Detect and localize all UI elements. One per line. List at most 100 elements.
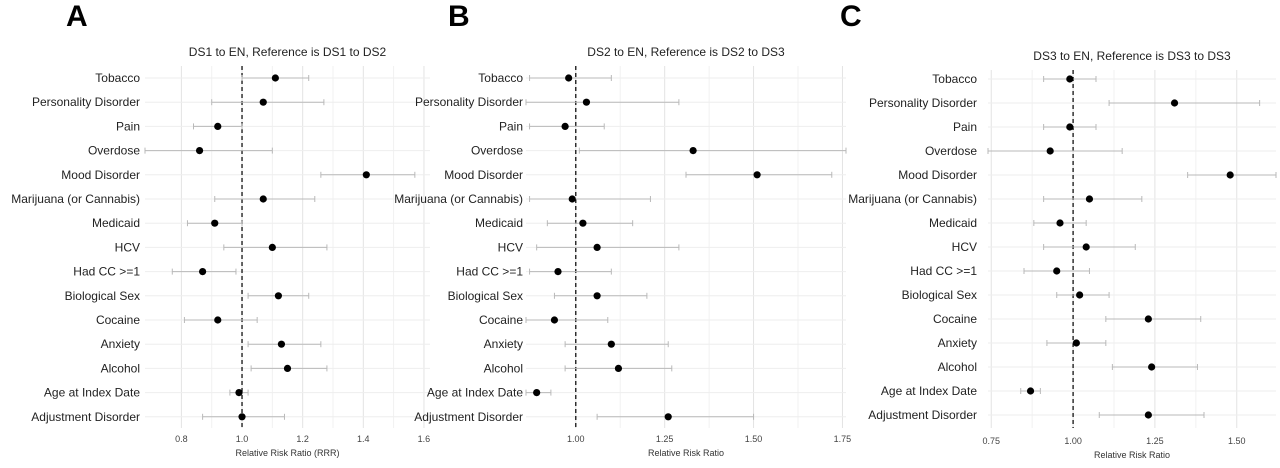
panel-b-label-adjustment-disorder: Adjustment Disorder: [414, 410, 523, 424]
panel-a-label-personality-disorder: Personality Disorder: [32, 95, 140, 109]
panel-c-tick-label: 1.00: [1064, 436, 1082, 446]
panel-c-point-tobacco: [1066, 75, 1074, 83]
panel-b-label-age-at-index-date: Age at Index Date: [427, 386, 523, 400]
panel-c-tick-label: 1.25: [1146, 436, 1164, 446]
panel-b-point-pain: [561, 122, 569, 130]
panel-c-point-had-cc-1: [1053, 267, 1061, 275]
panel-b-label-mood-disorder: Mood Disorder: [444, 168, 523, 182]
panel-c-label-biological-sex: Biological Sex: [902, 288, 977, 302]
panel-a-label-hcv: HCV: [115, 240, 140, 254]
panel-a-point-had-cc-1: [199, 268, 207, 276]
panel-c-label-marijuana-or-cannabis: Marijuana (or Cannabis): [848, 192, 977, 206]
panel-b-point-adjustment-disorder: [664, 413, 672, 421]
panel-c-label-tobacco: Tobacco: [932, 72, 977, 86]
panel-c-label-hcv: HCV: [952, 240, 977, 254]
panel-c-point-adjustment-disorder: [1144, 411, 1152, 419]
panel-letter-b: B: [448, 0, 470, 33]
panel-b-tick-label: 1.00: [567, 434, 585, 444]
panel-c-label-age-at-index-date: Age at Index Date: [881, 384, 977, 398]
panel-c-label-personality-disorder: Personality Disorder: [869, 96, 977, 110]
panel-a-point-biological-sex: [274, 292, 283, 300]
panel-c-point-personality-disorder: [1170, 99, 1179, 107]
panel-c-point-anxiety: [1072, 339, 1080, 347]
panel-c-point-mood-disorder: [1226, 171, 1234, 179]
panel-b-label-medicaid: Medicaid: [475, 216, 523, 230]
panel-a-label-cocaine: Cocaine: [96, 313, 140, 327]
panel-a-point-overdose: [195, 147, 204, 155]
panel-c-tick-label: 1.50: [1228, 436, 1246, 446]
panel-c-label-mood-disorder: Mood Disorder: [898, 168, 977, 182]
panel-c-point-alcohol: [1148, 363, 1156, 371]
panel-a-tick-label: 1.0: [236, 434, 249, 444]
panel-c-point-pain: [1066, 123, 1074, 131]
panel-c-label-anxiety: Anxiety: [938, 336, 977, 350]
panel-c-xlabel: Relative Risk Ratio: [1094, 450, 1170, 460]
panel-letter-c: C: [840, 0, 862, 33]
panel-b-label-pain: Pain: [499, 119, 523, 133]
panel-a-tick-label: 1.6: [418, 434, 431, 444]
panel-c-label-medicaid: Medicaid: [929, 216, 977, 230]
panel-b-label-had-cc-1: Had CC >=1: [456, 265, 523, 279]
panel-a-xlabel: Relative Risk Ratio (RRR): [235, 448, 339, 458]
panel-a-point-anxiety: [277, 340, 286, 348]
panel-a-label-alcohol: Alcohol: [101, 361, 140, 375]
panel-c-label-had-cc-1: Had CC >=1: [910, 264, 977, 278]
panel-b-xlabel: Relative Risk Ratio: [648, 448, 724, 458]
panel-b-point-marijuana-or-cannabis: [568, 195, 576, 203]
panel-b-point-had-cc-1: [554, 268, 562, 276]
panel-c-label-overdose: Overdose: [925, 144, 977, 158]
panel-b-point-cocaine: [550, 316, 559, 324]
panel-c-point-biological-sex: [1076, 291, 1084, 299]
panel-b-label-alcohol: Alcohol: [484, 361, 523, 375]
panel-b-point-hcv: [593, 243, 601, 251]
panel-b-label-tobacco: Tobacco: [478, 71, 523, 85]
panel-b-label-cocaine: Cocaine: [479, 313, 523, 327]
panel-a-label-mood-disorder: Mood Disorder: [61, 168, 140, 182]
panel-letter-a: A: [66, 0, 88, 33]
panel-a-point-mood-disorder: [362, 171, 370, 179]
panel-b-label-hcv: HCV: [498, 240, 523, 254]
panel-c-label-cocaine: Cocaine: [933, 312, 977, 326]
panel-c-label-adjustment-disorder: Adjustment Disorder: [868, 408, 977, 422]
panel-c-point-age-at-index-date: [1026, 387, 1035, 395]
panel-a-label-marijuana-or-cannabis: Marijuana (or Cannabis): [11, 192, 140, 206]
panel-c-point-overdose: [1046, 147, 1054, 155]
panel-a-point-personality-disorder: [259, 98, 267, 106]
panel-c-point-hcv: [1082, 243, 1090, 251]
panel-a-point-hcv: [268, 243, 276, 251]
panel-a-label-medicaid: Medicaid: [92, 216, 140, 230]
panel-a-label-pain: Pain: [116, 119, 140, 133]
panel-a-label-age-at-index-date: Age at Index Date: [44, 386, 140, 400]
panel-b-point-medicaid: [579, 219, 587, 227]
panel-a-title: DS1 to EN, Reference is DS1 to DS2: [189, 45, 387, 59]
panel-a-point-cocaine: [214, 316, 222, 324]
panel-a-point-age-at-index-date: [235, 389, 243, 397]
panel-a-label-biological-sex: Biological Sex: [65, 289, 140, 303]
panel-a-tick-label: 1.2: [296, 434, 309, 444]
panel-b-point-age-at-index-date: [533, 389, 541, 397]
panel-c-label-pain: Pain: [953, 120, 977, 134]
panel-c-tick-label: 0.75: [983, 436, 1001, 446]
panel-b-tick-label: 1.50: [745, 434, 763, 444]
panel-b-title: DS2 to EN, Reference is DS2 to DS3: [587, 45, 785, 59]
panel-a-point-marijuana-or-cannabis: [259, 195, 267, 203]
panel-b-point-alcohol: [614, 364, 623, 372]
panel-b-point-mood-disorder: [753, 171, 761, 179]
panel-b-point-anxiety: [607, 340, 615, 348]
panel-b-label-overdose: Overdose: [471, 144, 523, 158]
panel-c-point-marijuana-or-cannabis: [1085, 195, 1094, 203]
panel-a-label-had-cc-1: Had CC >=1: [73, 265, 140, 279]
panel-c-label-alcohol: Alcohol: [938, 360, 977, 374]
panel-b-tick-label: 1.25: [656, 434, 674, 444]
panel-a-label-anxiety: Anxiety: [101, 337, 140, 351]
panel-b-point-personality-disorder: [582, 98, 591, 106]
panel-c-title: DS3 to EN, Reference is DS3 to DS3: [1033, 49, 1231, 63]
panel-a-label-tobacco: Tobacco: [95, 71, 140, 85]
panel-b-label-personality-disorder: Personality Disorder: [415, 95, 523, 109]
panel-c-point-cocaine: [1144, 315, 1152, 323]
panel-a-label-overdose: Overdose: [88, 144, 140, 158]
panel-c-point-medicaid: [1056, 219, 1064, 227]
panel-b-point-overdose: [689, 147, 697, 155]
panel-b-point-biological-sex: [593, 292, 601, 300]
